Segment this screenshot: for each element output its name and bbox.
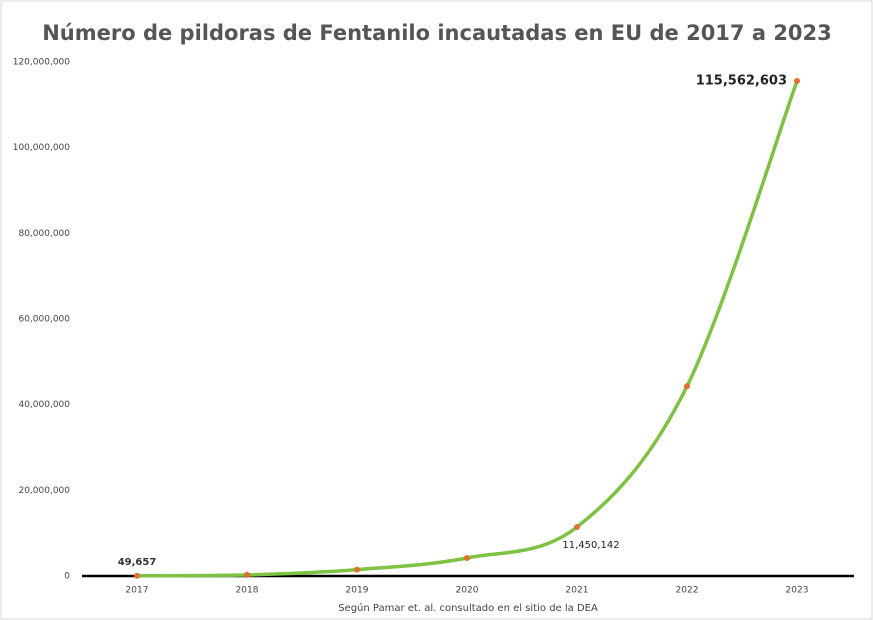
- line: [136, 80, 799, 578]
- x-axis-label: Según Pamar et. al. consultado en el sit…: [338, 602, 598, 614]
- y-tick-label: 80,000,000: [18, 229, 70, 239]
- x-tick-label: 2023: [786, 586, 809, 596]
- marker: [134, 572, 140, 579]
- y-tick-label: 40,000,000: [18, 400, 70, 410]
- marker: [794, 78, 800, 85]
- marker: [354, 566, 360, 573]
- x-tick-label: 2018: [236, 586, 259, 596]
- y-tick-label: 100,000,000: [13, 143, 71, 153]
- data-label: 49,657: [118, 557, 157, 568]
- x-tick-label: 2017: [126, 586, 149, 596]
- x-tick-label: 2020: [456, 586, 479, 596]
- y-tick-label: 120,000,000: [13, 58, 71, 68]
- chart-title: Número de pildoras de Fentanilo incautad…: [42, 21, 832, 45]
- marker: [574, 523, 580, 530]
- data-label: 115,562,603: [696, 74, 787, 89]
- marker: [684, 383, 690, 390]
- x-tick-label: 2019: [346, 586, 369, 596]
- y-tick-label: 20,000,000: [18, 486, 70, 496]
- marker: [244, 571, 250, 578]
- x-tick-label: 2022: [676, 586, 699, 596]
- data-label: 11,450,142: [562, 540, 619, 551]
- y-tick-label: 60,000,000: [18, 315, 70, 325]
- y-tick-label: 0: [64, 572, 70, 582]
- x-tick-label: 2021: [566, 586, 589, 596]
- marker: [464, 555, 470, 562]
